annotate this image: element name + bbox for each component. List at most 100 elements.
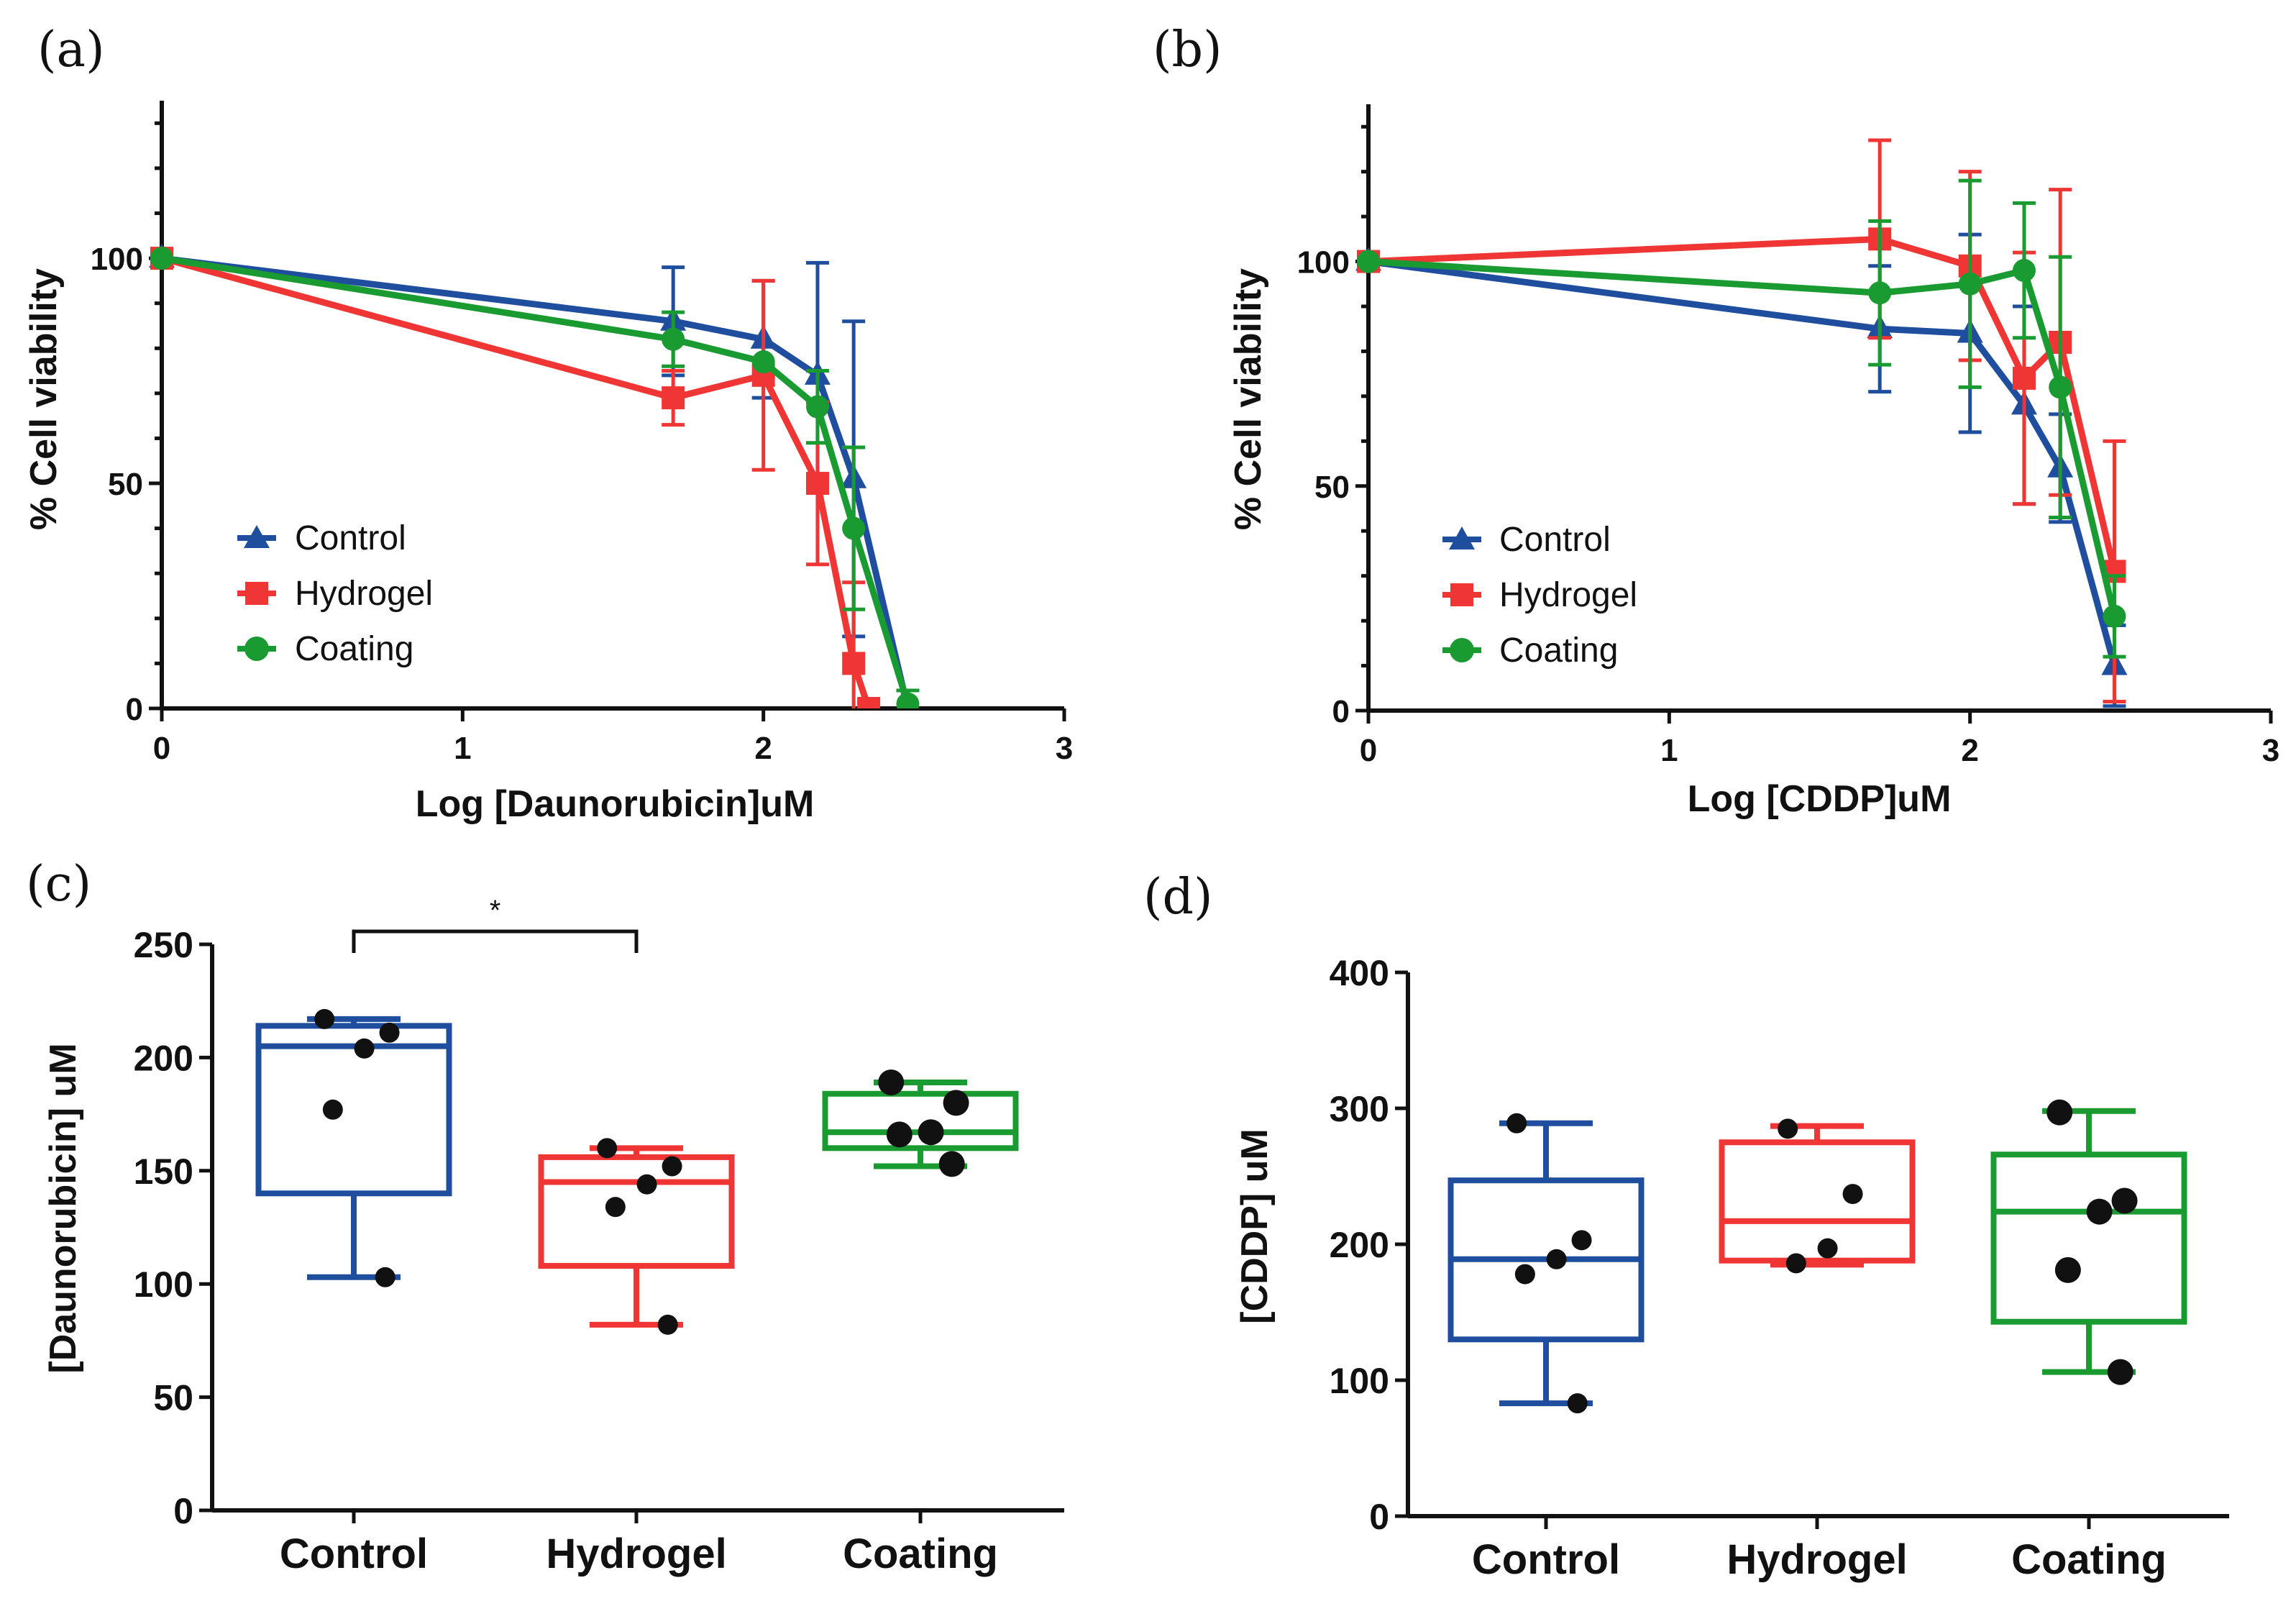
panel-c-category-label-hydrogel: Hydrogel [546,1531,726,1577]
panel-d-control-datapoint-0 [1506,1113,1527,1134]
panel-a-line-chart: (a) 0 50 100 0 1 2 3 Log [Daunorubicin]uM % Ce… [23,22,1073,825]
panel-a-xtick-label-0: 0 [153,731,170,766]
panel-c-hydrogel-datapoint-2 [636,1174,657,1195]
panel-d-coating-datapoint-3 [2054,1256,2081,1283]
panel-b-ylabel: % Cell viability [1227,268,1269,530]
legend-control-marker [244,525,270,548]
panel-d-coating-iqr-box [1990,1151,2187,1325]
panel-c-control-iqr-box [255,1023,452,1197]
panel-label-c: (c) [26,856,91,913]
panel-c-hydrogel-iqr-box [538,1154,735,1269]
panel-c-coating-datapoint-3 [886,1121,913,1148]
panel-d-control-datapoint-3 [1514,1264,1535,1285]
panel-a-coating-point-2 [751,350,775,374]
legend-b-control-label: Control [1499,521,1611,559]
panel-c-box-plot: (c) 0 50 100 150 200 250 Control Hydrogel Coatin… [26,856,1064,1577]
panel-c-coating-datapoint-2 [918,1119,944,1146]
panel-b-coating-point-3 [2012,259,2036,283]
panel-c-category-label-coating: Coating [843,1531,998,1577]
legend-a-coating-label: Coating [295,630,413,668]
panel-d-plot-area: 0 100 200 300 400 Control Hydrogel Coating [1330,953,2229,1583]
panel-d-category-label-coating: Coating [2011,1536,2167,1583]
panel-b-line-chart: (b) 0 50 100 0 1 2 3 Log [CDDP]uM % Cell viabi… [1153,22,2279,820]
legend-control-marker [1449,526,1475,549]
panel-b-coating-point-4 [2049,375,2072,399]
panel-d-category-label-hydrogel: Hydrogel [1726,1536,1907,1583]
panel-label-d: (d) [1143,869,1213,926]
panel-a-coating-point-1 [662,327,685,351]
panel-a-ytick-label-0: 0 [126,692,143,727]
panel-d-ytick-label-0: 0 [1369,1497,1389,1537]
panel-c-box-hydrogel [538,1138,735,1335]
panel-a-xtick-label-3: 3 [1056,731,1073,766]
panel-a-ylabel: % Cell viability [23,268,65,530]
panel-c-ytick-label-0: 0 [173,1491,193,1531]
panel-c-hydrogel-datapoint-4 [657,1314,678,1335]
panel-d-coating-datapoint-2 [2086,1198,2113,1225]
legend-hydrogel-marker [245,582,268,605]
panel-a-coating-point-4 [842,516,866,540]
panel-a-control-line [161,255,911,708]
panel-d-ytick-label-300: 300 [1330,1089,1389,1129]
legend-b-coating-label: Coating [1499,631,1618,670]
panel-b-control-line [1368,258,2118,667]
panel-d-ytick-label-200: 200 [1330,1225,1389,1265]
panel-c-coating-datapoint-1 [943,1090,969,1116]
panel-a-ytick-label-100: 100 [91,242,143,277]
panel-d-coating-datapoint-1 [2111,1187,2138,1214]
panel-d-hydrogel-datapoint-3 [1785,1253,1806,1274]
panel-d-box-control [1447,1113,1645,1414]
panel-c-control-datapoint-3 [322,1099,343,1120]
panel-d-box-coating [1990,1099,2187,1385]
panel-d-control-datapoint-2 [1546,1249,1567,1269]
panel-c-control-datapoint-4 [375,1267,395,1287]
panel-b-coating-point-0 [1357,250,1380,273]
legend-b-coating: Coating [1442,631,1618,670]
panel-b-coating-point-2 [1958,272,1982,296]
legend-a-hydrogel: Hydrogel [237,575,433,613]
legend-a-control-label: Control [295,519,406,557]
panel-c-control-datapoint-0 [314,1008,335,1029]
panel-b-coating-point-1 [1868,281,1892,305]
panel-b-xtick-label-0: 0 [1360,733,1377,768]
panel-b-series-group [1355,138,2128,708]
significance-bracket-line [352,929,639,953]
panel-b-ytick-label-50: 50 [1314,470,1350,505]
panel-d-box-hydrogel [1719,1118,1916,1274]
legend-a-coating: Coating [237,630,413,668]
legend-a-hydrogel-label: Hydrogel [295,575,433,613]
panel-d-coating-datapoint-4 [2107,1359,2133,1385]
legend-hydrogel-marker [1450,583,1473,606]
panel-c-hydrogel-datapoint-3 [605,1197,626,1218]
panel-c-control-datapoint-1 [379,1022,400,1043]
panel-a-xtick-label-1: 1 [454,731,471,766]
panel-b-coating-point-5 [2103,604,2126,628]
panel-c-plot-area: 0 50 100 150 200 250 Control Hydrogel Coating [134,925,1064,1577]
legend-b-hydrogel: Hydrogel [1442,576,1637,614]
legend-a-control: Control [237,519,406,557]
panel-c-ytick-label-250: 250 [134,925,193,965]
panel-d-coating-datapoint-0 [2046,1099,2073,1126]
panel-d-control-datapoint-1 [1571,1230,1592,1251]
panel-b-plot-area: 0 50 100 0 1 2 3 [1297,104,2279,768]
panel-a-hydrogel-point-3 [805,472,829,496]
legend-coating-marker [244,637,269,661]
panel-b-coating-line [1368,258,2118,617]
panel-a-coating-point-3 [805,395,829,419]
panel-c-ytick-label-50: 50 [153,1378,193,1418]
panel-b-ytick-label-100: 100 [1297,245,1350,280]
panel-a-ytick-label-50: 50 [108,467,143,502]
panel-d-hydrogel-datapoint-1 [1842,1184,1863,1205]
panel-b-hydrogel-line [1368,235,2118,573]
panel-c-box-coating [822,1069,1019,1177]
panel-c-coating-datapoint-0 [878,1069,905,1096]
panel-a-xlabel: Log [Daunorubicin]uM [416,783,815,825]
panel-d-category-label-control: Control [1472,1536,1620,1583]
panel-d-ytick-label-100: 100 [1330,1361,1389,1401]
panel-c-category-label-control: Control [280,1531,428,1577]
legend-b-control: Control [1442,521,1611,559]
panel-b-ytick-label-0: 0 [1332,694,1350,729]
panel-label-b: (b) [1153,22,1222,78]
